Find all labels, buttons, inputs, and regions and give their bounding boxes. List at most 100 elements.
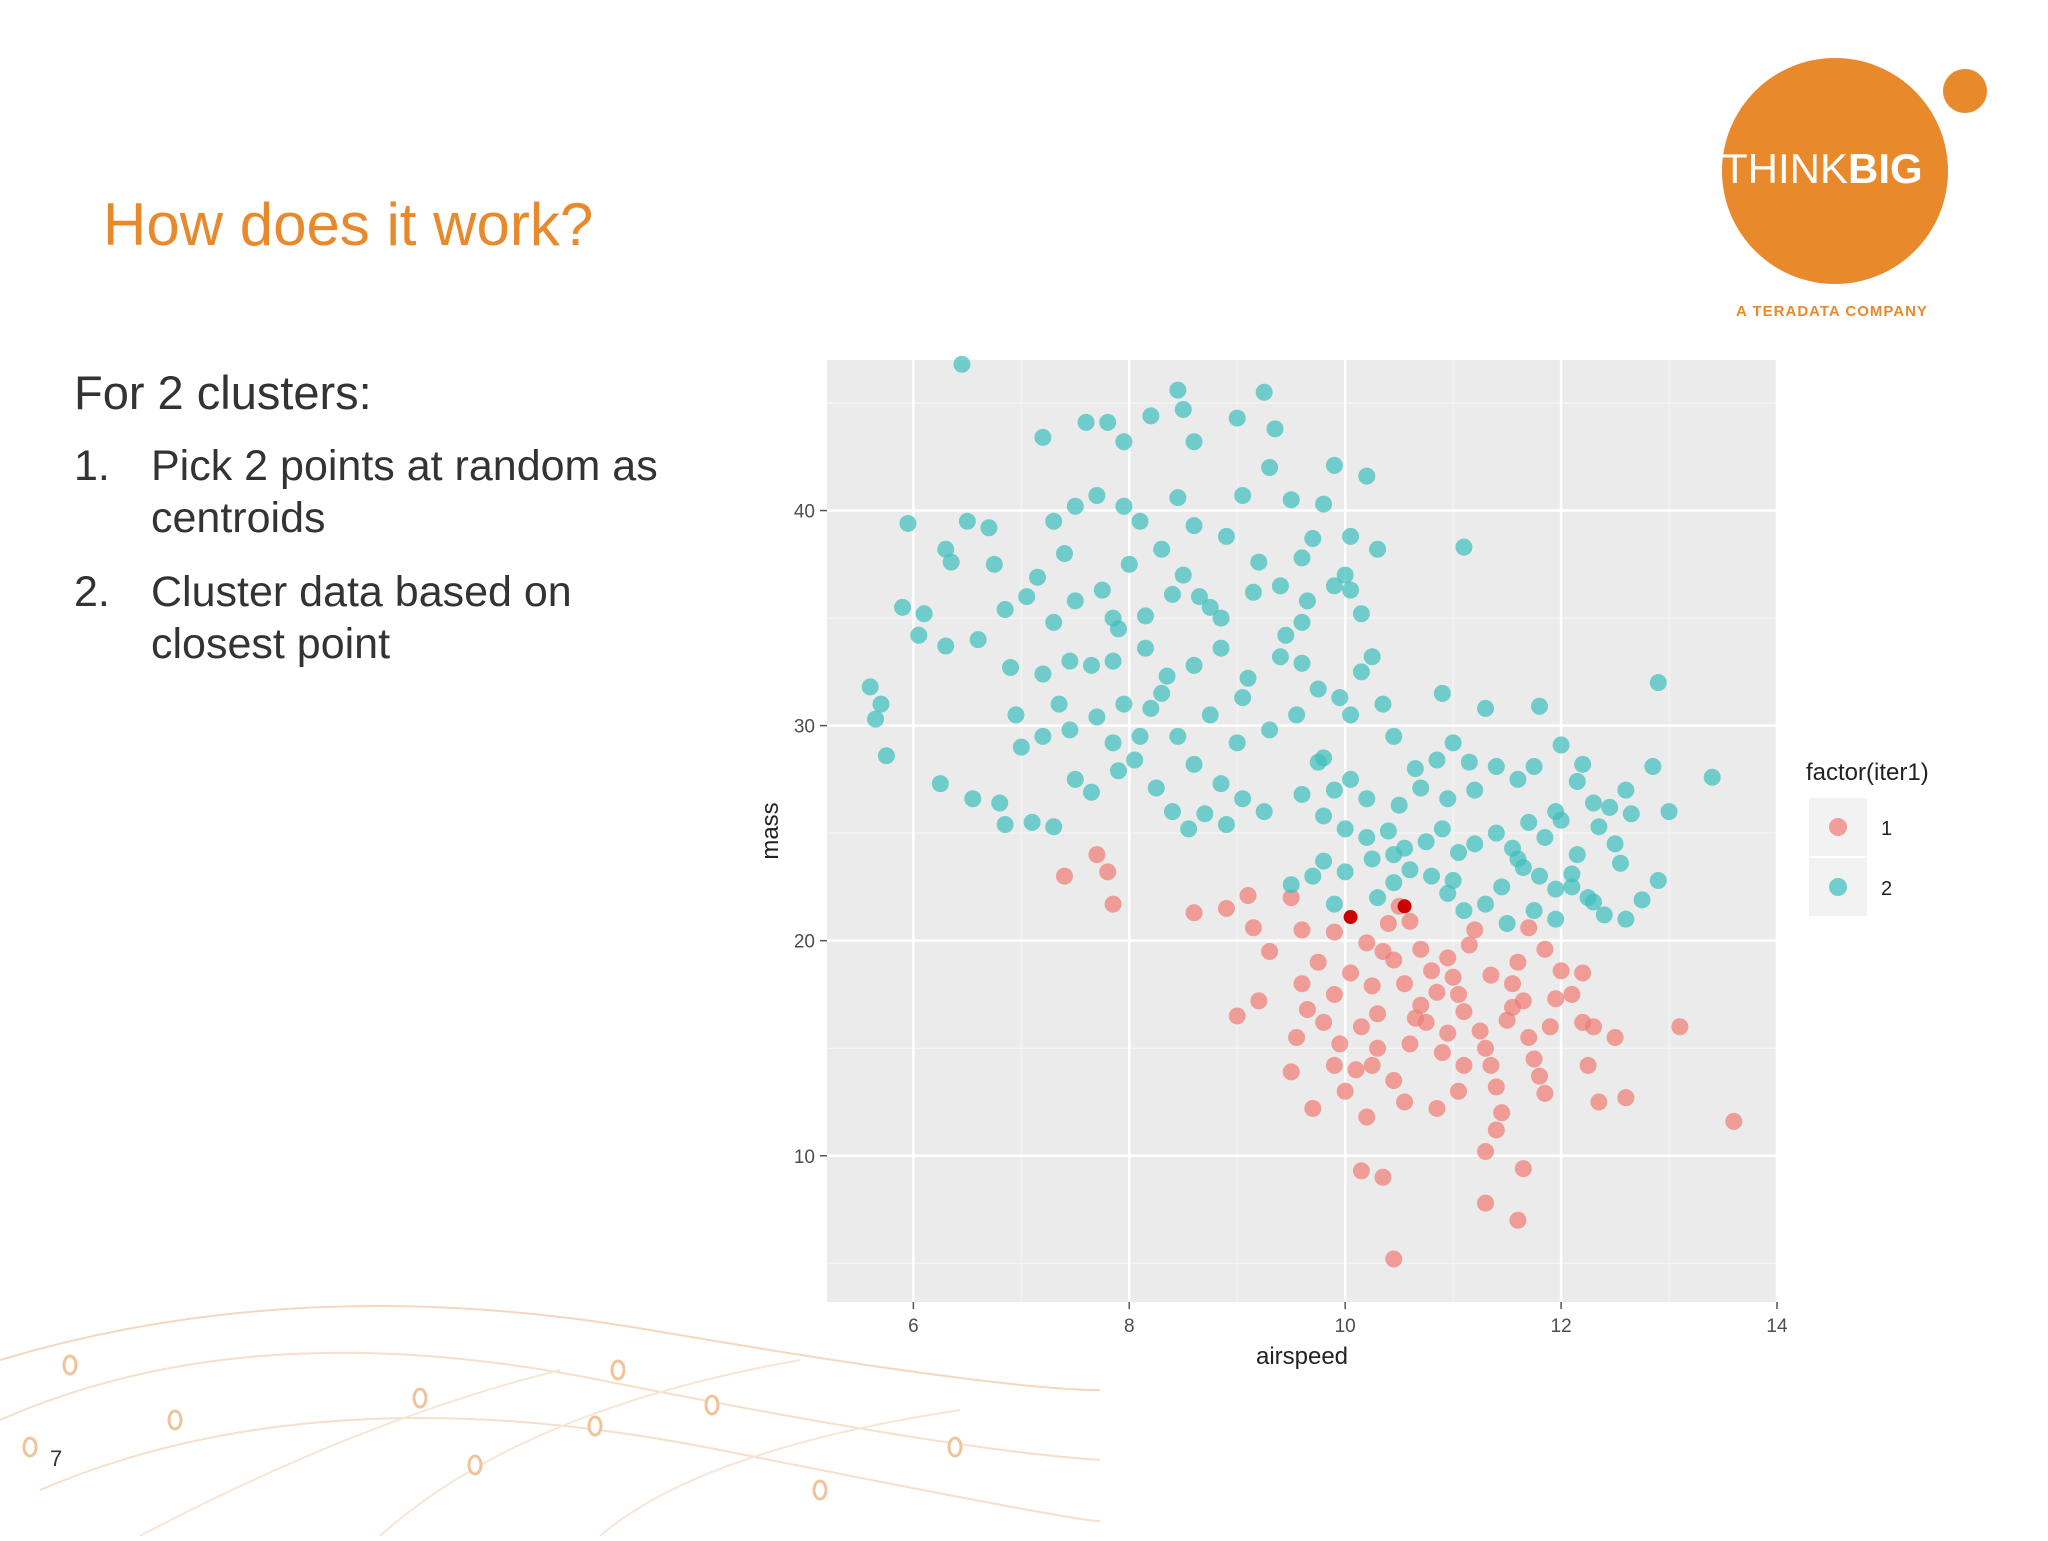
- data-point-cluster-1: [1385, 1250, 1403, 1268]
- data-point-cluster-2: [1563, 865, 1581, 883]
- data-point-cluster-2: [1163, 803, 1181, 821]
- data-point-cluster-2: [1244, 583, 1262, 601]
- data-point-cluster-1: [1552, 962, 1570, 980]
- data-point-cluster-2: [985, 555, 1003, 573]
- data-point-cluster-2: [867, 710, 885, 728]
- data-point-cluster-1: [1514, 1160, 1532, 1178]
- data-point-cluster-2: [1255, 383, 1273, 401]
- data-point-cluster-2: [1525, 757, 1543, 775]
- data-point-cluster-1: [1309, 953, 1327, 971]
- data-point-cluster-1: [1509, 953, 1527, 971]
- data-point-cluster-1: [1606, 1028, 1624, 1046]
- data-point-cluster-1: [1185, 904, 1203, 922]
- data-point-cluster-1: [1336, 1082, 1354, 1100]
- data-point-cluster-2: [1428, 751, 1446, 769]
- data-point-cluster-1: [1412, 940, 1430, 958]
- data-point-cluster-2: [1271, 648, 1289, 666]
- data-point-cluster-2: [1142, 407, 1160, 425]
- data-point-cluster-2: [1590, 818, 1608, 836]
- data-point-cluster-1: [1056, 867, 1073, 885]
- data-point-cluster-1: [1363, 1056, 1381, 1074]
- data-point-cluster-2: [1201, 598, 1219, 616]
- data-point-cluster-2: [1633, 891, 1651, 909]
- data-point-cluster-2: [1358, 467, 1376, 485]
- slide-title: How does it work?: [103, 191, 594, 258]
- data-point-cluster-2: [1050, 695, 1068, 713]
- data-point-cluster-2: [1250, 553, 1268, 571]
- data-point-cluster-2: [1477, 895, 1495, 913]
- data-point-cluster-2: [1358, 790, 1376, 808]
- y-tick-label: 20: [794, 932, 815, 953]
- data-point-cluster-2: [1120, 555, 1138, 573]
- data-point-cluster-2: [942, 553, 960, 571]
- data-point-cluster-2: [980, 519, 998, 537]
- data-point-cluster-1: [1325, 1056, 1343, 1074]
- data-point-cluster-2: [1201, 706, 1219, 724]
- data-point-cluster-2: [1088, 708, 1106, 726]
- data-point-cluster-2: [1466, 781, 1484, 799]
- data-point-cluster-1: [1099, 863, 1117, 881]
- y-axis-label: mass: [757, 802, 784, 859]
- data-point-cluster-2: [1304, 530, 1322, 548]
- data-point-cluster-2: [1077, 413, 1095, 431]
- data-point-cluster-2: [1336, 566, 1354, 584]
- data-point-cluster-1: [1385, 951, 1403, 969]
- data-point-cluster-1: [1509, 1211, 1527, 1229]
- data-point-cluster-1: [1298, 1001, 1316, 1019]
- data-point-cluster-1: [1379, 914, 1397, 932]
- data-point-cluster-1: [1563, 985, 1581, 1003]
- data-point-cluster-1: [1444, 968, 1462, 986]
- chart-svg: 6 8 10 12 1410203040airspeedmassfactor(iter1…: [757, 355, 1929, 1370]
- legend-label: 1: [1881, 818, 1892, 840]
- data-point-cluster-2: [1509, 850, 1527, 868]
- data-point-cluster-1: [1487, 1078, 1505, 1096]
- data-point-cluster-2: [1061, 721, 1079, 739]
- data-point-cluster-2: [1234, 486, 1252, 504]
- y-tick-label: 40: [794, 502, 815, 523]
- data-point-cluster-2: [1433, 684, 1451, 702]
- body-heading: For 2 clusters:: [74, 366, 372, 419]
- data-point-cluster-2: [872, 695, 890, 713]
- data-point-cluster-2: [1007, 706, 1025, 724]
- data-point-cluster-1: [1482, 966, 1500, 984]
- data-point-cluster-2: [1574, 755, 1592, 773]
- data-point-cluster-1: [1228, 1007, 1246, 1025]
- data-point-cluster-2: [1385, 727, 1403, 745]
- data-point-cluster-2: [1439, 884, 1457, 902]
- data-point-cluster-1: [1671, 1018, 1689, 1036]
- data-point-cluster-1: [1282, 1063, 1300, 1081]
- data-point-cluster-2: [1034, 727, 1052, 745]
- data-point-cluster-2: [1185, 755, 1203, 773]
- data-point-cluster-2: [931, 775, 949, 793]
- list-item: 2. Cluster data based on closest point: [74, 566, 714, 670]
- data-point-cluster-2: [1034, 665, 1052, 683]
- data-point-cluster-2: [1374, 695, 1392, 713]
- scatter-chart: 6 8 10 12 14 10 20 30 40 airspeed mass factor(iter1…: [740, 340, 1980, 1405]
- data-point-cluster-2: [1266, 420, 1284, 438]
- data-point-cluster-1: [1293, 975, 1311, 993]
- data-point-cluster-1: [1358, 1108, 1376, 1126]
- data-point-cluster-1: [1450, 985, 1468, 1003]
- x-tick-label: 6: [908, 1316, 919, 1337]
- data-point-cluster-2: [1401, 861, 1419, 879]
- x-tick-label: 14: [1766, 1316, 1788, 1337]
- data-point-cluster-2: [1153, 684, 1171, 702]
- data-point-cluster-2: [1309, 680, 1327, 698]
- data-point-cluster-1: [1239, 887, 1257, 905]
- data-point-cluster-2: [1520, 813, 1538, 831]
- data-point-cluster-2: [1234, 689, 1252, 707]
- logo-circle: [1722, 58, 1948, 284]
- data-point-cluster-2: [1212, 609, 1230, 627]
- data-point-cluster-2: [1185, 517, 1203, 535]
- data-point-cluster-1: [1460, 936, 1478, 954]
- data-point-cluster-2: [1552, 736, 1570, 754]
- data-point-cluster-2: [1147, 779, 1165, 797]
- data-point-cluster-2: [915, 605, 933, 623]
- data-point-cluster-1: [1423, 962, 1441, 980]
- data-point-cluster-2: [1358, 828, 1376, 846]
- data-point-cluster-1: [1250, 992, 1268, 1010]
- x-tick-label: 8: [1124, 1316, 1135, 1337]
- data-point-cluster-2: [1460, 753, 1478, 771]
- data-point-cluster-2: [1088, 486, 1106, 504]
- logo-graphic: THINKBIG: [1722, 58, 1987, 284]
